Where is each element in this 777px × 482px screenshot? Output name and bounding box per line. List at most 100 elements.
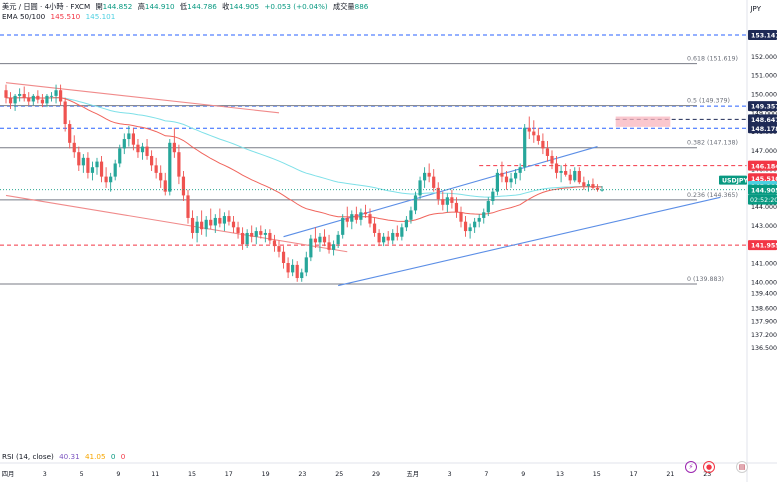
x-tick-label: 11: [151, 471, 159, 478]
close-value: 144.905: [229, 2, 260, 11]
candle-body: [200, 221, 204, 230]
candle-body: [486, 201, 490, 213]
candle-body: [59, 90, 63, 102]
x-tick-label: 五月: [407, 470, 420, 478]
ema100-line: [5, 97, 603, 198]
price-tag-text: 145.510: [751, 176, 777, 183]
candle-body: [286, 263, 290, 273]
candle-body: [236, 227, 240, 233]
x-tick-label: 23: [703, 471, 711, 478]
candle-body: [350, 214, 354, 222]
y-tick-label: 143.000: [751, 223, 777, 230]
candle-body: [423, 172, 427, 181]
level-tag: [748, 114, 777, 125]
candle-body: [336, 234, 340, 245]
candle-body: [318, 236, 322, 243]
us-flag-icon[interactable]: ▤: [736, 461, 748, 473]
candle-body: [545, 148, 550, 156]
candle-body: [532, 131, 536, 136]
candle-body: [527, 127, 531, 132]
candle-body: [523, 127, 527, 168]
candle-body: [204, 219, 208, 230]
currency-label: JPY: [750, 4, 761, 13]
ema50-line: [5, 97, 603, 222]
candle-body: [36, 95, 40, 100]
candlesticks: [4, 84, 604, 282]
candle-body: [281, 251, 286, 264]
candle-body: [536, 135, 540, 141]
candle-body: [218, 217, 222, 224]
candle-body: [154, 165, 158, 173]
candle-body: [131, 133, 135, 145]
candle-body: [186, 195, 190, 218]
candle-body: [354, 214, 358, 220]
candle-body: [150, 155, 154, 166]
level-tag: [748, 30, 777, 40]
ema100-value: 145.101: [85, 12, 116, 21]
rsi-legend[interactable]: RSI (14, close) 40.31 41.05 0 0: [2, 452, 128, 461]
candle-body: [504, 176, 509, 183]
candle-body: [382, 236, 386, 243]
candle-body: [395, 232, 399, 237]
candle-body: [363, 212, 368, 215]
open-label: 開: [95, 2, 103, 11]
candle-body: [450, 197, 454, 203]
x-tick-label: 9: [116, 471, 120, 478]
rsi-value-4: 0: [120, 452, 126, 461]
candle-body: [600, 189, 604, 191]
candle-body: [418, 180, 422, 196]
candle-body: [177, 152, 181, 177]
candle-body: [477, 217, 481, 222]
countdown-tag-text: 02:52:20: [750, 197, 777, 204]
candle-body: [413, 195, 418, 211]
x-tick-label: 25: [335, 471, 343, 478]
blue-upper-channel: [283, 146, 598, 238]
candle-body: [473, 221, 477, 228]
candle-body: [168, 142, 172, 192]
candle-body: [550, 155, 554, 164]
volume-label: 成交量: [333, 2, 355, 11]
candle-body: [463, 221, 468, 232]
x-tick-label: 15: [593, 471, 601, 478]
ema-legend[interactable]: EMA 50/100 145.510 145.101: [2, 12, 118, 21]
candle-body: [95, 161, 99, 168]
lightning-icon[interactable]: ⚡: [685, 461, 697, 473]
candle-body: [427, 172, 431, 177]
symbol-header: 美元 / 日圓 · 4小時 · FXCM 開144.852 高144.910 低…: [2, 2, 371, 11]
candle-body: [250, 232, 254, 237]
candle-body: [573, 170, 577, 181]
x-tick-label: 四月: [2, 470, 15, 478]
candle-body: [145, 146, 149, 156]
level-tag-text: 148.178: [751, 126, 777, 133]
price-tags: 153.141 149.357 148.647 148.178 146.184 141.9…: [0, 30, 777, 251]
candle-body: [564, 170, 568, 175]
candle-body: [568, 174, 572, 181]
candle-body: [22, 93, 26, 98]
candle-body: [113, 163, 117, 177]
candle-body: [586, 184, 590, 187]
candle-body: [40, 99, 44, 104]
high-value: 144.910: [144, 2, 175, 11]
candle-body: [368, 214, 372, 224]
candle-body: [313, 238, 317, 243]
candle-body: [272, 240, 277, 247]
candle-body: [432, 176, 436, 188]
candle-body: [482, 212, 486, 218]
level-tag-text: 141.955: [751, 243, 777, 250]
time-axis[interactable]: 四月 3 5 9 11 15 17 19 23 25 29 五月 3 7 9 13 15 17 21 23: [0, 462, 777, 478]
y-tick-label: 149.000: [751, 110, 777, 117]
x-tick-label: 17: [630, 471, 638, 478]
candle-body: [227, 216, 231, 222]
candle-body: [13, 95, 17, 104]
price-tag-text: 144.905: [751, 187, 777, 194]
red-descending-1: [5, 82, 280, 114]
candle-body: [90, 167, 95, 173]
candle-body: [391, 232, 395, 241]
change-value: +0.053 (+0.04%): [264, 2, 328, 11]
candle-body: [127, 133, 131, 140]
record-icon[interactable]: ●: [703, 461, 715, 473]
candle-body: [500, 172, 504, 177]
level-tag: [748, 240, 777, 251]
candle-body: [554, 163, 559, 173]
